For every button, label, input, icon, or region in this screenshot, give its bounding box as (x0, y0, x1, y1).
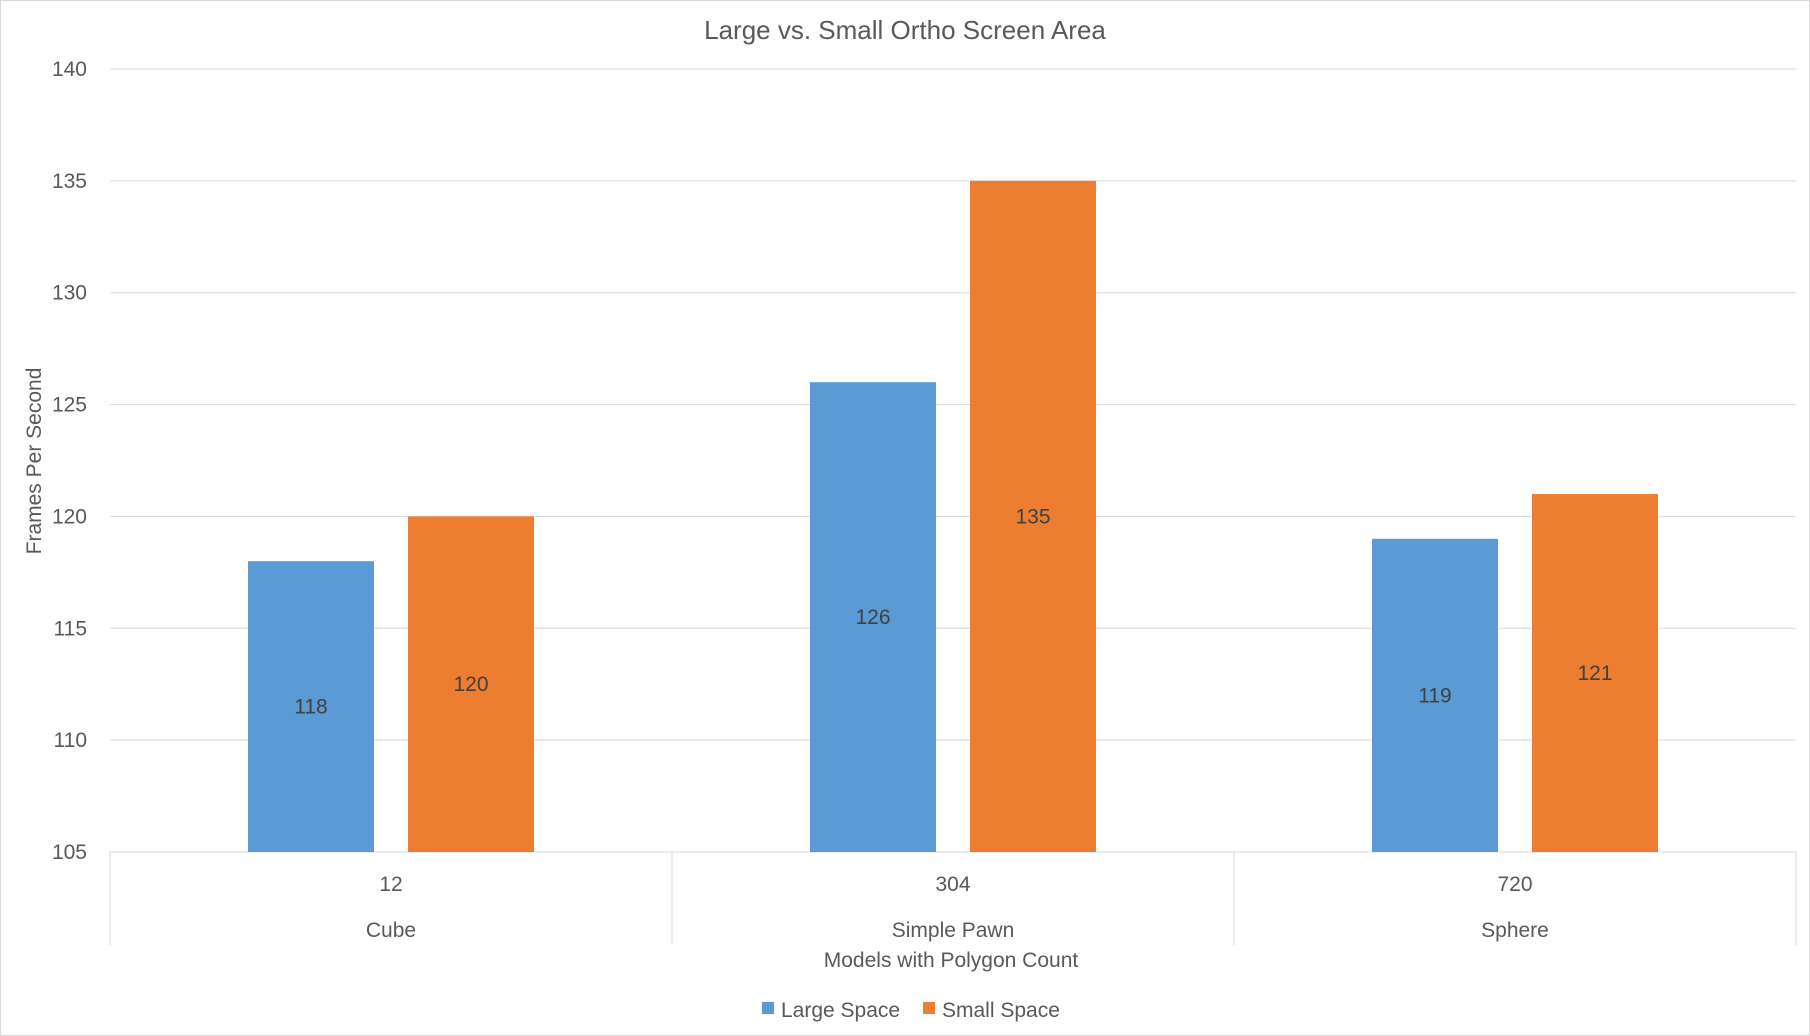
data-label: 135 (1015, 505, 1050, 528)
bar-small-space (970, 180, 1096, 852)
axes: 105 110 115 120 125 130 135 140 12 Cube 304 Simple … (52, 58, 1797, 945)
y-tick-label: 125 (52, 394, 87, 417)
bars (248, 180, 1658, 852)
category-count-label: 720 (1497, 873, 1532, 896)
x-axis-title: Models with Polygon Count (824, 949, 1079, 972)
data-label: 118 (294, 696, 327, 719)
data-labels: 118 120 126 135 119 121 (294, 505, 1612, 718)
data-label: 120 (453, 673, 488, 696)
bar-large-space (810, 382, 936, 852)
y-tick-label: 140 (52, 58, 87, 81)
y-tick-label: 110 (54, 729, 87, 752)
y-tick-label: 135 (52, 170, 87, 193)
gridlines (110, 68, 1796, 741)
y-axis-title: Frames Per Second (23, 368, 46, 555)
data-label: 126 (855, 606, 890, 629)
bar-large-space (248, 561, 374, 852)
chart-title: Large vs. Small Ortho Screen Area (704, 15, 1106, 45)
category-name-label: Cube (366, 919, 416, 942)
bar-large-space (1372, 538, 1498, 852)
data-label: 119 (1418, 684, 1451, 707)
y-tick-label: 105 (52, 841, 87, 864)
y-tick-label: 120 (52, 505, 87, 528)
category-count-label: 12 (379, 873, 402, 896)
bar-small-space (408, 516, 534, 852)
data-label: 121 (1577, 662, 1612, 685)
category-name-label: Simple Pawn (892, 919, 1015, 942)
category-name-label: Sphere (1481, 919, 1549, 942)
legend-swatch (923, 1002, 935, 1014)
legend: Large Space Small Space (762, 999, 1060, 1022)
legend-swatch (762, 1002, 774, 1014)
y-tick-label: 115 (54, 617, 87, 640)
category-count-label: 304 (935, 873, 970, 896)
y-tick-label: 130 (52, 282, 87, 305)
legend-label: Small Space (942, 999, 1060, 1022)
bar-small-space (1532, 494, 1658, 852)
legend-label: Large Space (781, 999, 900, 1022)
